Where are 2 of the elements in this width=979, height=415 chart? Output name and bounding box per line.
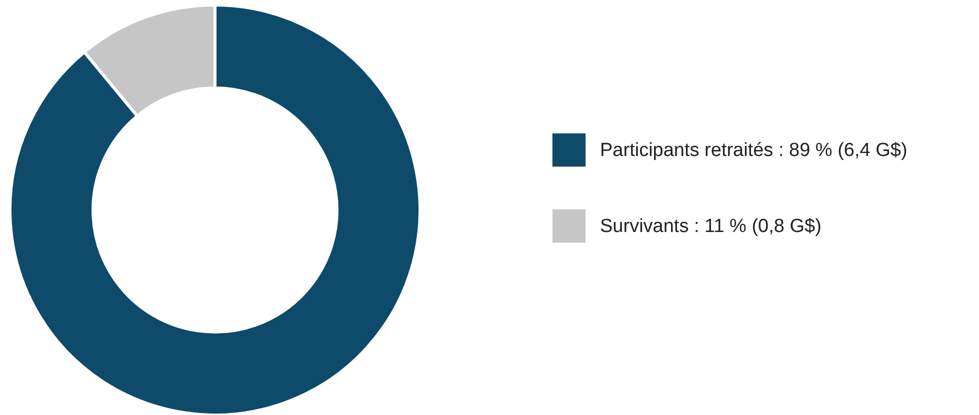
legend-label: Participants retraités : 89 % (6,4 G$) xyxy=(600,140,908,161)
legend-label: Survivants : 11 % (0,8 G$) xyxy=(600,216,822,237)
